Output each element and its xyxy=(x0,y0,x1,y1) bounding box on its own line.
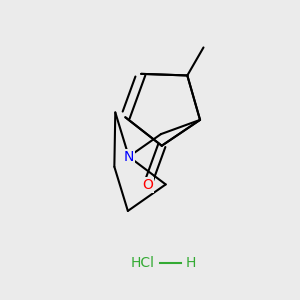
Text: HCl: HCl xyxy=(130,256,154,270)
Text: N: N xyxy=(124,150,134,164)
Text: O: O xyxy=(142,178,153,192)
Text: H: H xyxy=(186,256,196,270)
